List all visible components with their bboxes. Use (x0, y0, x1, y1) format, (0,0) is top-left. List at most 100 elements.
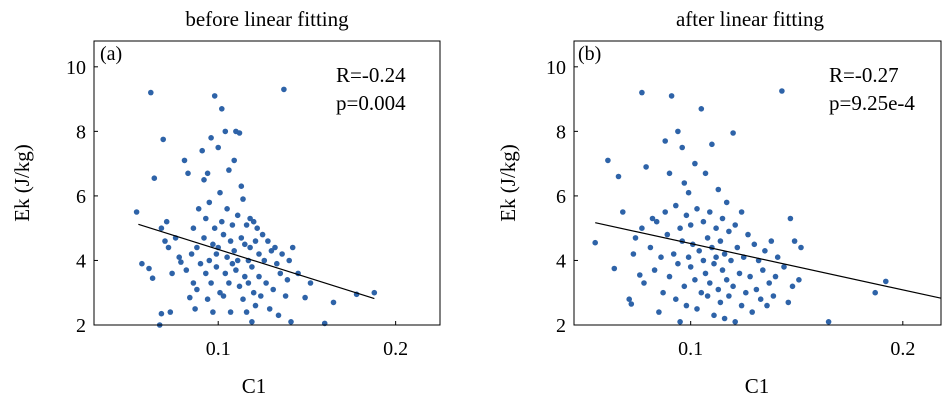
panel-b-data-point (687, 264, 694, 270)
panel-a-data-point (245, 280, 252, 286)
panel-a-data-point (281, 86, 287, 93)
panel-b-data-point (709, 141, 715, 148)
panel-a-data-point (213, 264, 220, 270)
panel-a-axes-box (93, 40, 441, 326)
panel-a-data-point (330, 299, 337, 306)
panel-a-data-point (268, 248, 275, 254)
panel-a-data-point (219, 106, 225, 112)
panel-b-data-point (791, 238, 798, 244)
panel-b-data-point (692, 160, 698, 167)
panel-a-data-point (201, 235, 207, 241)
panel-a-data-point (238, 183, 245, 189)
panel-a-data-point (282, 293, 289, 299)
panel-b-data-point (770, 293, 777, 299)
panel-b-data-point (766, 280, 772, 286)
panel-b-data-point (745, 231, 751, 238)
panel-b-data-point (707, 209, 713, 215)
panel-b: after linear fitting 2 4 6 8 10 0.1 0.2 (b) R=… (496, 7, 942, 398)
panel-a-data-point (195, 206, 202, 212)
panel-a-data-point (275, 312, 282, 319)
panel-b-data-point (787, 215, 794, 222)
panel-b-data-point (666, 273, 673, 280)
panel-a-data-point (266, 306, 273, 312)
panel-a-data-point (279, 251, 285, 257)
panel-a-data-point (167, 309, 174, 315)
panel-b-x-tick-label: 0.2 (890, 338, 915, 360)
panel-b-data-point (796, 277, 802, 283)
panel-a-data-point (160, 136, 166, 143)
panel-a-data-point (252, 238, 259, 244)
panel-b-data-point (721, 251, 728, 257)
panel-a-data-point (263, 280, 269, 286)
panel-a-data-point (226, 280, 232, 286)
panel-b-data-point (677, 319, 683, 325)
panel-a-data-point (289, 244, 296, 251)
panel-b-fit-line (595, 222, 942, 299)
panel-a-data-point (194, 286, 200, 293)
panel-a-data-point (133, 209, 140, 215)
panel-b-data-point (719, 215, 726, 222)
panel-a-label: (a) (100, 43, 122, 65)
panel-b-axes-box (573, 40, 942, 326)
panel-b-data-point (666, 170, 673, 177)
panel-a-data-point (272, 244, 278, 251)
panel-a-data-point (220, 231, 227, 238)
panel-a-y-tick-label: 4 (76, 250, 86, 272)
panel-a-data-point (254, 225, 260, 231)
panel-a-data-point (169, 270, 175, 277)
panel-a-data-point (181, 157, 188, 164)
panel-a-data-point (158, 225, 165, 231)
panel-b-data-point (717, 299, 724, 306)
panel-a-plot-area: 2 4 6 8 10 0.1 0.2 (66, 57, 408, 360)
panel-a-data-point (197, 260, 204, 267)
panel-a-data-point (249, 264, 255, 270)
panel-b-data-point (736, 270, 743, 277)
panel-b-data-point (673, 296, 679, 303)
panel-a-data-point (256, 251, 262, 257)
panel-b-data-point (673, 202, 679, 209)
panel-b-data-point (670, 251, 677, 257)
panel-a-data-point (187, 294, 193, 301)
panel-a-data-point (210, 309, 216, 315)
panel-a-y-axis-label: Ek (J/kg) (10, 144, 34, 222)
panel-a-data-point (148, 89, 154, 96)
panel-a-data-point (224, 206, 230, 212)
panel-a-y-tick-label: 10 (66, 57, 86, 79)
panel-b-data-point (700, 218, 707, 225)
panel-b-data-point (630, 251, 637, 257)
panel-a-data-point (274, 260, 280, 267)
panel-a-data-point (233, 267, 239, 273)
panel-b-data-point (656, 309, 662, 315)
panel-a-data-point (194, 244, 200, 251)
panel-b-data-point (730, 130, 736, 136)
panel-b-data-point (715, 186, 722, 193)
panel-b-data-point (768, 238, 775, 244)
panel-b-data-point (692, 277, 698, 283)
panel-b-y-tick-label: 10 (546, 57, 566, 79)
panel-a-data-point (226, 167, 232, 173)
panel-b-data-point (677, 225, 683, 231)
panel-a-data-point (236, 130, 243, 136)
panel-b-y-tick-label: 8 (556, 121, 566, 143)
panel-a-data-point (288, 319, 294, 325)
panel-b-x-tick-label: 0.1 (678, 338, 703, 360)
panel-b-x-axis-label: C1 (745, 374, 770, 398)
panel-b-data-point (592, 239, 598, 246)
panel-a-data-point (371, 289, 378, 296)
panel-b-data-point (637, 272, 643, 278)
panel-b-data-point (620, 209, 626, 215)
panel-b-data-point (883, 278, 889, 285)
panel-b-data-point (760, 267, 766, 273)
panel-a-data-point (234, 257, 241, 264)
panel-a-x-tick-label: 0.1 (206, 338, 231, 360)
panel-b-data-point (653, 218, 660, 225)
panel-a-data-point (231, 157, 237, 164)
panel-b-data-point (683, 212, 690, 219)
panel-a-annotation-p: p=0.004 (336, 91, 406, 115)
panel-a-data-point (307, 280, 314, 286)
panel-a-data-point (286, 257, 293, 264)
panel-a-data-point (201, 177, 207, 183)
panel-b-data-point (698, 106, 705, 112)
panel-a-data-point (208, 135, 214, 141)
panel-b-data-point (738, 209, 745, 215)
